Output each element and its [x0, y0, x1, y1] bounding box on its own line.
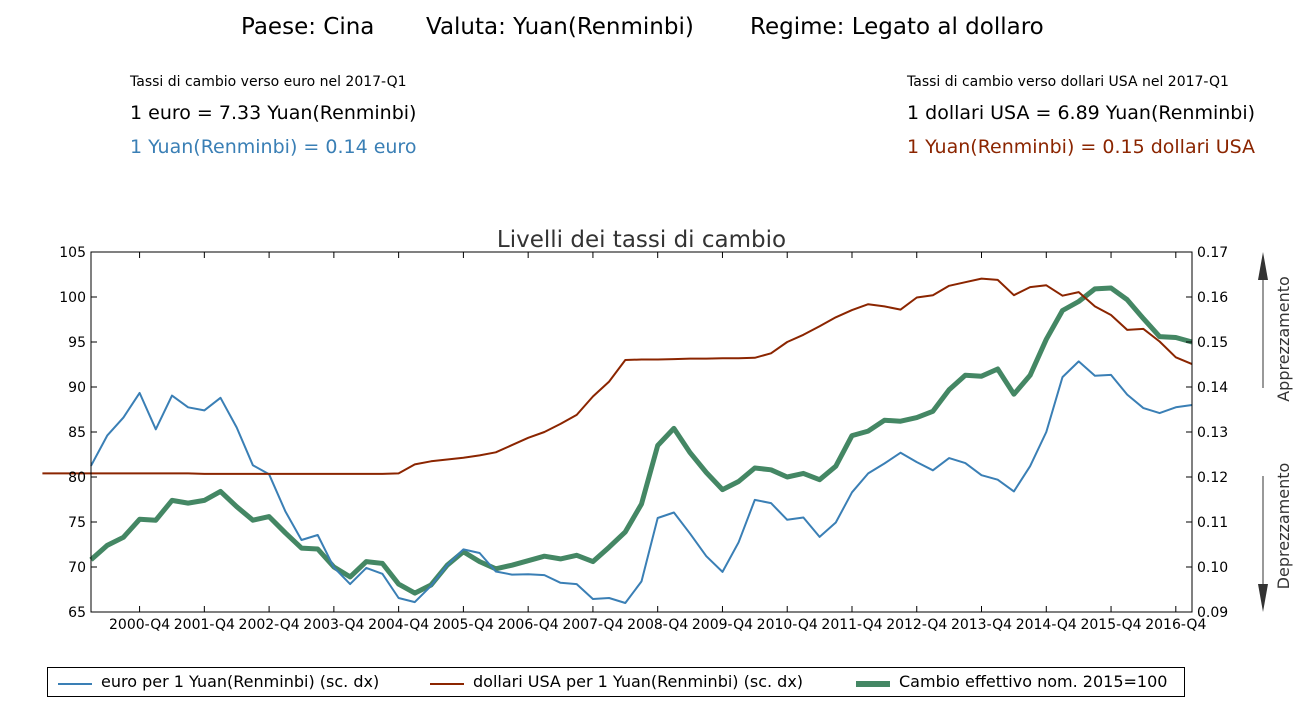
depreciation-label: Deprezzamento	[1274, 463, 1293, 590]
x-tick-label: 2002-Q4	[239, 617, 300, 633]
y-left-tick-label: 100	[59, 290, 86, 306]
usd-rate-caption: Tassi di cambio verso dollari USA nel 20…	[907, 74, 1229, 90]
x-tick-label: 2014-Q4	[1016, 617, 1077, 633]
chart-legend: euro per 1 Yuan(Renminbi) (sc. dx) dolla…	[47, 667, 1185, 697]
y-left-tick-label: 75	[68, 515, 86, 531]
euro-rate-line2: 1 Yuan(Renminbi) = 0.14 euro	[130, 136, 417, 158]
x-tick-label: 2015-Q4	[1080, 617, 1141, 633]
usd-rate-box: Tassi di cambio verso dollari USA nel 20…	[907, 74, 1255, 158]
y-left-tick-label: 65	[68, 605, 86, 621]
legend-swatch-usd	[430, 683, 464, 685]
usd-series-line	[42, 277, 1193, 475]
x-tick-label: 2011-Q4	[821, 617, 882, 633]
usd-rate-line2: 1 Yuan(Renminbi) = 0.15 dollari USA	[907, 136, 1256, 158]
euro-rate-line1: 1 euro = 7.33 Yuan(Renminbi)	[130, 102, 417, 124]
x-tick-label: 2013-Q4	[951, 617, 1012, 633]
y-left-tick-label: 90	[68, 380, 86, 396]
legend-label-euro: euro per 1 Yuan(Renminbi) (sc. dx)	[101, 672, 380, 691]
country-label: Paese: Cina	[241, 14, 375, 40]
y-left-tick-label: 105	[59, 245, 86, 261]
legend-swatch-euro	[58, 683, 92, 685]
y-right-tick-label: 0.09	[1197, 605, 1228, 621]
y-right-tick-label: 0.10	[1197, 560, 1228, 576]
x-tick-label: 2012-Q4	[886, 617, 947, 633]
chart-title: Livelli dei tassi di cambio	[497, 227, 786, 253]
x-tick-label: 2006-Q4	[498, 617, 559, 633]
y-right-tick-label: 0.11	[1197, 515, 1228, 531]
x-tick-label: 2016-Q4	[1145, 617, 1206, 633]
currency-label: Valuta: Yuan(Renminbi)	[426, 14, 694, 40]
depreciation-arrow-head	[1258, 584, 1268, 612]
usd-rate-line1: 1 dollari USA = 6.89 Yuan(Renminbi)	[907, 102, 1256, 124]
euro-rate-caption: Tassi di cambio verso euro nel 2017-Q1	[130, 74, 407, 90]
y-right-tick-label: 0.15	[1197, 335, 1228, 351]
x-tick-label: 2003-Q4	[303, 617, 364, 633]
regime-label: Regime: Legato al dollaro	[750, 14, 1044, 40]
x-tick-label: 2010-Q4	[757, 617, 818, 633]
y-left-tick-label: 95	[68, 335, 86, 351]
y-right-tick-label: 0.17	[1197, 245, 1228, 261]
legend-label-effective: Cambio effettivo nom. 2015=100	[899, 672, 1168, 691]
x-tick-label: 2008-Q4	[627, 617, 688, 633]
effective-rate-series-line	[89, 285, 1193, 596]
x-tick-label: 2004-Q4	[368, 617, 429, 633]
y-right-tick-label: 0.12	[1197, 470, 1228, 486]
x-tick-label: 2001-Q4	[174, 617, 235, 633]
legend-swatch-effective	[856, 681, 890, 687]
exchange-rate-chart: Livelli dei tassi di cambio 65 70 75 80 85 90 9…	[42, 227, 1293, 633]
y-left-tick-label: 70	[68, 560, 86, 576]
appreciation-label: Apprezzamento	[1274, 276, 1293, 402]
y-left-tick-label: 80	[68, 470, 86, 486]
y-right-tick-label: 0.16	[1197, 290, 1228, 306]
legend-label-usd: dollari USA per 1 Yuan(Renminbi) (sc. dx…	[473, 672, 804, 691]
page-header: Paese: Cina Valuta: Yuan(Renminbi) Regim…	[0, 14, 1296, 44]
x-tick-label: 2007-Q4	[562, 617, 623, 633]
y-left-tick-label: 85	[68, 425, 86, 441]
y-right-tick-label: 0.14	[1197, 380, 1228, 396]
plot-frame	[90, 251, 1193, 613]
x-tick-label: 2005-Q4	[433, 617, 494, 633]
x-tick-label: 2000-Q4	[109, 617, 170, 633]
x-tick-label: 2009-Q4	[692, 617, 753, 633]
euro-series-line	[90, 360, 1193, 604]
appreciation-arrow-head	[1258, 252, 1268, 280]
y-right-tick-label: 0.13	[1197, 425, 1228, 441]
euro-rate-box: Tassi di cambio verso euro nel 2017-Q1 1…	[130, 74, 416, 158]
